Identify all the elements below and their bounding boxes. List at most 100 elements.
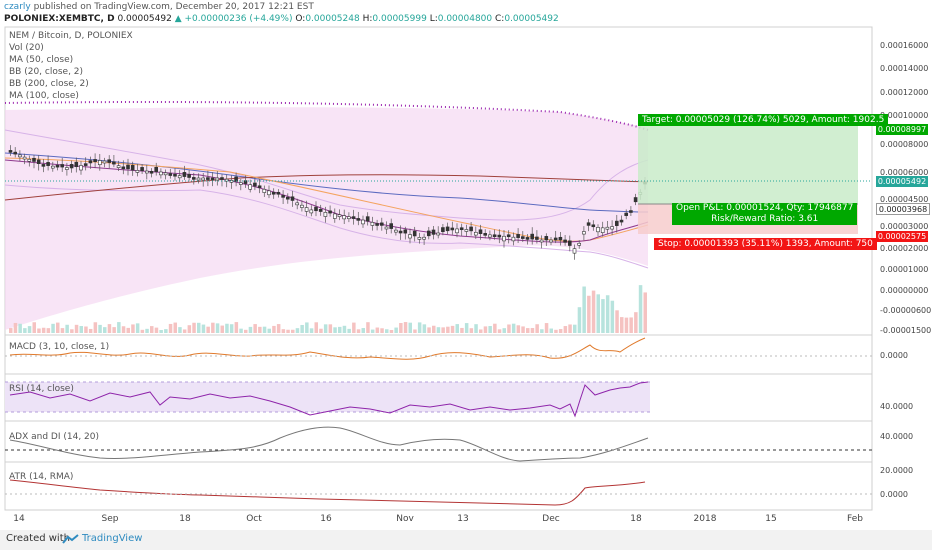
volume-bar xyxy=(474,324,478,333)
volume-bar xyxy=(488,326,492,333)
candle xyxy=(412,230,417,237)
atr-label[interactable]: ATR (14, RMA) xyxy=(9,472,74,482)
macd-label[interactable]: MACD (3, 10, close, 1) xyxy=(9,342,110,352)
volume-bar xyxy=(399,323,403,333)
candle xyxy=(83,163,88,166)
legend-item[interactable]: Vol (20) xyxy=(9,43,44,53)
volume-series xyxy=(9,285,647,333)
candle xyxy=(361,219,365,225)
stop-label[interactable]: Stop: 0.00001393 (35.11%) 1393, Amount: … xyxy=(654,238,877,250)
low-value: 0.00004800 xyxy=(437,14,493,24)
volume-bar xyxy=(79,326,83,333)
candle xyxy=(422,236,426,240)
volume-bar xyxy=(540,329,544,333)
volume-bar xyxy=(168,323,173,333)
volume-bar xyxy=(601,299,605,333)
candle xyxy=(619,219,624,223)
volume-bar xyxy=(568,324,572,333)
volume-bar xyxy=(460,327,464,333)
candle xyxy=(79,165,83,171)
candle xyxy=(215,177,220,181)
volume-bar xyxy=(187,325,192,333)
volume-bar xyxy=(497,329,502,333)
candle xyxy=(93,159,97,163)
candle xyxy=(539,239,544,243)
high-label: H: xyxy=(362,14,373,24)
volume-bar xyxy=(173,322,177,333)
candle xyxy=(450,227,455,231)
stop-price-tag: 0.00002575 xyxy=(876,231,928,242)
target-label[interactable]: Target: 0.00005029 (126.74%) 5029, Amoun… xyxy=(638,114,889,126)
volume-bar xyxy=(516,325,521,333)
candle xyxy=(295,202,300,206)
volume-bar xyxy=(295,328,300,333)
candle xyxy=(417,237,422,240)
bb20-lower xyxy=(4,184,649,269)
volume-bar xyxy=(436,327,441,333)
price-axis-label: 0.00014000 xyxy=(880,64,929,73)
volume-bar xyxy=(375,327,380,333)
candle xyxy=(300,204,304,208)
candle xyxy=(337,214,342,217)
target-zone[interactable] xyxy=(638,126,858,204)
candle xyxy=(600,227,605,233)
volume-bar xyxy=(620,317,624,333)
volume-bar xyxy=(309,328,314,333)
publish-info: czarly published on TradingView.com, Dec… xyxy=(4,1,314,13)
volume-bar xyxy=(37,328,41,333)
open-pl-label[interactable]: Open P&L: 0.00001524, Qty: 17946877 Risk… xyxy=(672,203,858,225)
volume-bar xyxy=(154,327,159,333)
candle xyxy=(497,234,502,238)
candle xyxy=(69,164,74,169)
volume-bar xyxy=(596,294,600,333)
candle xyxy=(375,223,379,226)
candle xyxy=(224,178,229,182)
legend-item[interactable]: BB (20, close, 2) xyxy=(9,67,84,77)
candle xyxy=(285,196,290,200)
legend-item[interactable]: BB (200, close, 2) xyxy=(9,79,89,89)
rsi-label[interactable]: RSI (14, close) xyxy=(9,384,74,394)
price-axis-label: 0.00006000 xyxy=(880,168,929,177)
candle xyxy=(394,229,398,233)
author-link[interactable]: czarly xyxy=(4,2,31,12)
atr-pane-border xyxy=(4,461,873,511)
candle xyxy=(8,150,13,153)
legend-item[interactable]: MA (50, close) xyxy=(9,55,74,65)
rsi-line xyxy=(9,381,649,418)
volume-bar xyxy=(479,329,483,333)
volume-bar xyxy=(70,329,74,333)
time-axis-label: Dec xyxy=(542,514,560,524)
volume-bar xyxy=(234,322,239,333)
candle xyxy=(511,236,516,242)
volume-bar xyxy=(84,326,88,333)
ma-blue-line xyxy=(4,152,649,213)
volume-bar xyxy=(74,324,79,333)
time-axis-label: 18 xyxy=(179,514,191,524)
volume-bar xyxy=(389,329,394,333)
candle xyxy=(65,167,69,170)
target-price-tag: 0.00008997 xyxy=(876,124,928,135)
ma-red-line xyxy=(4,174,649,201)
candle xyxy=(168,173,173,176)
candle xyxy=(464,229,469,232)
candle xyxy=(351,216,356,219)
adx-label[interactable]: ADX and DI (14, 20) xyxy=(9,432,99,442)
macd-pane-border xyxy=(4,334,873,375)
candle xyxy=(347,216,351,220)
candle xyxy=(441,227,445,233)
adx-pane-border xyxy=(4,420,873,463)
volume-bar xyxy=(262,326,267,333)
tradingview-brand-link[interactable]: TradingView xyxy=(82,533,143,544)
candle xyxy=(220,177,224,180)
candle xyxy=(318,208,323,212)
legend-item[interactable]: MA (100, close) xyxy=(9,91,79,101)
volume-bar xyxy=(197,322,201,333)
chart-canvas[interactable] xyxy=(0,0,932,530)
candle xyxy=(342,215,347,220)
volume-bar xyxy=(164,329,168,333)
volume-bar xyxy=(182,329,187,333)
candle xyxy=(41,164,46,167)
volume-bar xyxy=(56,322,60,333)
price-axis-label: 0.00004500 xyxy=(880,195,929,204)
candle xyxy=(253,182,257,187)
